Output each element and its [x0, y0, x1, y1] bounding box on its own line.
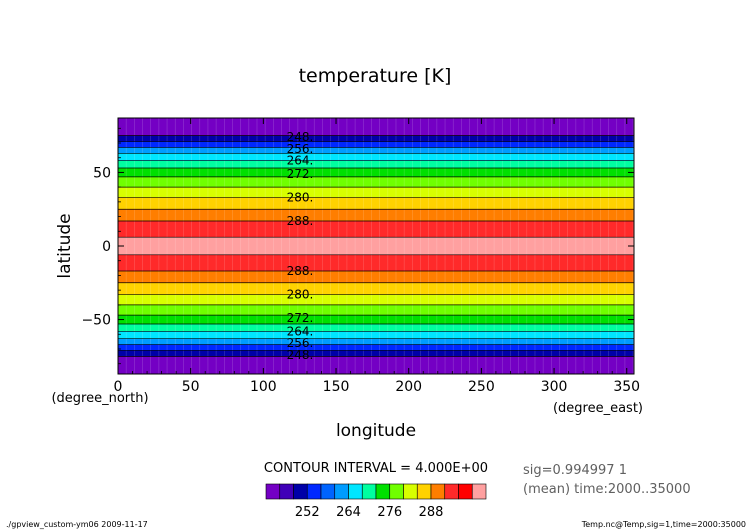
colorbar-tick-label: 252 [295, 505, 320, 520]
band-1 [118, 135, 634, 142]
contour-label: 280. [287, 288, 314, 302]
colorbar-swatch [279, 483, 294, 500]
x-tick-label: 200 [395, 379, 422, 395]
contour-label: 264. [287, 324, 314, 338]
band-25 [118, 356, 634, 375]
band-16 [118, 282, 634, 295]
footer-right-text: Temp.nc@Temp,sig=1,time=2000:35000 [581, 520, 746, 529]
x-axis-label: longitude [336, 421, 416, 441]
contour-label: 280. [287, 190, 314, 204]
colorbar [265, 483, 487, 500]
colorbar-swatch [348, 483, 363, 500]
x-tick-label: 100 [250, 379, 277, 395]
band-18 [118, 304, 634, 316]
x-tick-label: 250 [468, 379, 495, 395]
colorbar-swatch [293, 483, 308, 500]
colorbar-swatch [361, 483, 377, 500]
band-7 [118, 176, 634, 188]
colorbar-swatch [389, 483, 404, 500]
y-tick-label: 50 [93, 165, 111, 181]
contour-label: 272. [287, 311, 314, 325]
x-tick-label: 0 [114, 379, 123, 395]
colorbar-tick-label: 276 [377, 505, 402, 520]
y-tick-label: −50 [81, 313, 111, 329]
mean-time-text: (mean) time:2000..35000 [523, 482, 691, 497]
y-axis-ticks: 50 0 −50 [81, 127, 634, 365]
band-0 [118, 118, 634, 137]
y-axis-unit: (degree_north) [51, 391, 148, 406]
colorbar-swatch [334, 483, 349, 500]
band-21 [118, 331, 634, 340]
footer-left-text: ./gpview_custom-ym06 2009-11-17 [6, 520, 148, 529]
band-23 [118, 344, 634, 351]
band-5 [118, 160, 634, 169]
band-19 [118, 315, 634, 325]
contour-interval-text: CONTOUR INTERVAL = 4.000E+00 [264, 461, 488, 476]
x-axis-ticks: 0 50 100 150 200 250 300 350 [114, 118, 640, 395]
colorbar-swatch [320, 483, 336, 500]
colorbar-swatch [403, 483, 418, 500]
contour-label: 248. [287, 130, 314, 144]
band-6 [118, 168, 634, 178]
contour-label: 288. [287, 214, 314, 228]
x-tick-label: 350 [613, 379, 640, 395]
shaded-bands [118, 118, 634, 375]
contour-label: 256. [287, 336, 314, 350]
contour-label: 288. [287, 264, 314, 278]
band-8 [118, 187, 634, 198]
colorbar-swatch [375, 483, 391, 500]
contour-label-group: 248.256.264.272.280.288.288.280.272.264.… [287, 130, 314, 362]
band-20 [118, 323, 634, 332]
colorbar-swatch [444, 483, 459, 500]
band-14 [118, 254, 634, 272]
x-axis-unit: (degree_east) [553, 401, 643, 416]
band-2 [118, 141, 634, 148]
colorbar-swatch [306, 483, 322, 500]
band-24 [118, 350, 634, 357]
band-4 [118, 153, 634, 162]
band-11 [118, 220, 634, 238]
x-tick-label: 300 [541, 379, 568, 395]
colorbar-tick-label: 264 [336, 505, 361, 520]
y-tick-label: 0 [102, 239, 111, 255]
band-22 [118, 338, 634, 345]
contour-label: 256. [287, 142, 314, 156]
sig-text: sig=0.994997 1 [523, 463, 627, 478]
colorbar-swatch [430, 483, 446, 500]
x-tick-label: 50 [182, 379, 200, 395]
colorbar-swatch [416, 483, 432, 500]
contour-label: 248. [287, 348, 314, 362]
colorbar-swatch [471, 483, 487, 500]
colorbar-swatch [265, 483, 281, 500]
chart-title: temperature [K] [299, 65, 452, 87]
contour-label: 272. [287, 167, 314, 181]
x-tick-label: 150 [323, 379, 350, 395]
contour-lines [118, 135, 634, 357]
band-3 [118, 147, 634, 154]
band-17 [118, 294, 634, 306]
band-12 [118, 237, 634, 247]
band-9 [118, 197, 634, 210]
colorbar-swatch [458, 483, 473, 500]
contour-label: 264. [287, 154, 314, 168]
y-axis-label: latitude [55, 213, 75, 278]
colorbar-ticks: 252 264 276 288 [295, 505, 444, 520]
band-13 [118, 246, 634, 256]
band-10 [118, 209, 634, 222]
band-15 [118, 271, 634, 284]
colorbar-tick-label: 288 [419, 505, 444, 520]
